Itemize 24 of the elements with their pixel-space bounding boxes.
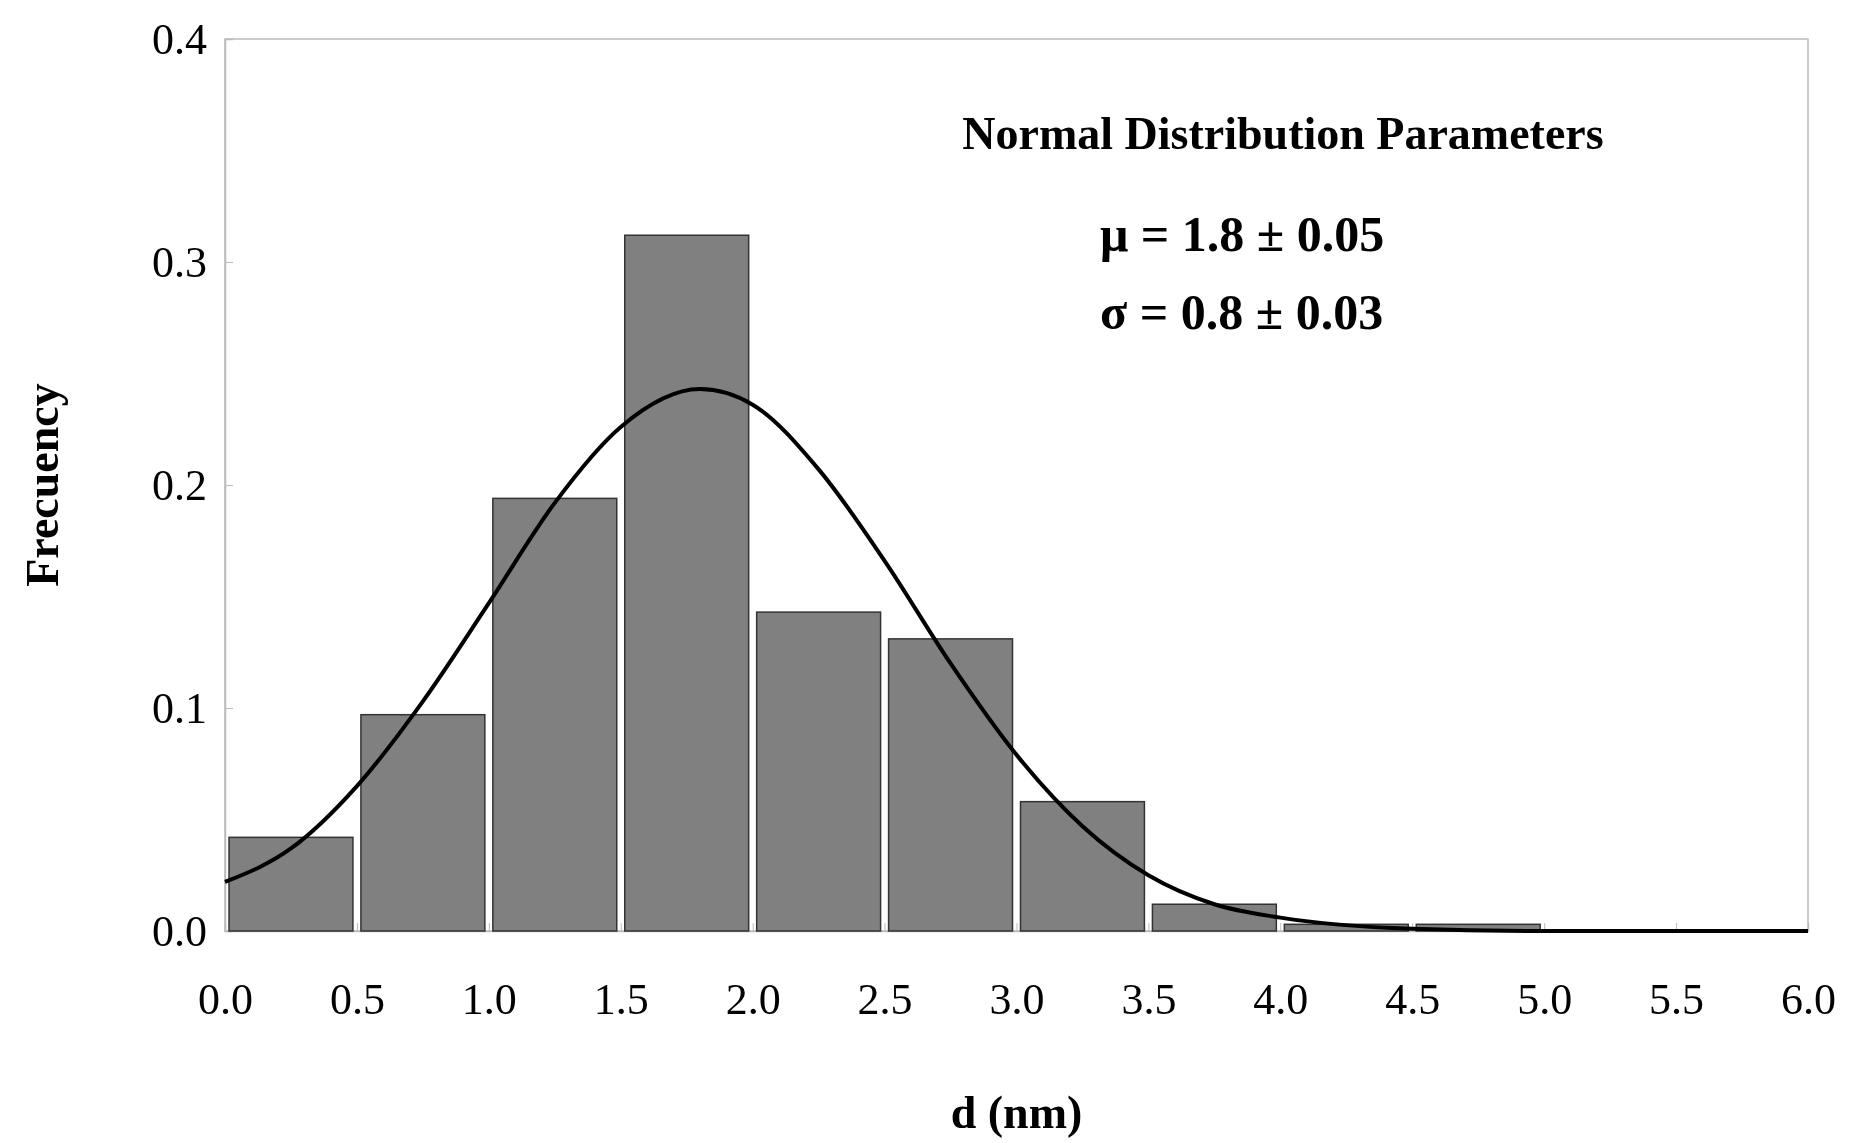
x-tick-label: 0.0 (198, 975, 253, 1025)
y-axis-title: Frecuency (17, 383, 68, 587)
x-tick-label: 4.5 (1385, 975, 1441, 1025)
x-tick-label: 2.5 (857, 975, 913, 1025)
line-series (223, 387, 1810, 933)
annotation: Normal Distribution Parameters (962, 108, 1604, 159)
x-tick-label: 5.5 (1649, 975, 1705, 1025)
y-tick-label: 0.2 (152, 460, 207, 510)
y-tick-label: 0.4 (152, 14, 207, 64)
x-tick-label: 4.0 (1253, 975, 1309, 1025)
annotation: μ = 1.8 ± 0.05 (1100, 206, 1385, 262)
y-tick-label: 0.3 (152, 237, 207, 287)
y-tick-label: 0.0 (152, 906, 207, 956)
x-tick-label: 2.0 (725, 975, 781, 1025)
x-tick-label: 3.5 (1121, 975, 1177, 1025)
x-tick-label: 6.0 (1781, 975, 1836, 1025)
y-tick-label: 0.1 (152, 683, 207, 733)
x-tick-label: 1.5 (593, 975, 649, 1025)
x-axis-title: d (nm) (950, 1087, 1083, 1138)
x-tick-label: 1.0 (461, 975, 517, 1025)
annotation: σ = 0.8 ± 0.03 (1100, 284, 1384, 340)
x-tick-label: 3.0 (989, 975, 1045, 1025)
x-tick-label: 5.0 (1517, 975, 1573, 1025)
x-tick-label: 0.5 (329, 975, 385, 1025)
